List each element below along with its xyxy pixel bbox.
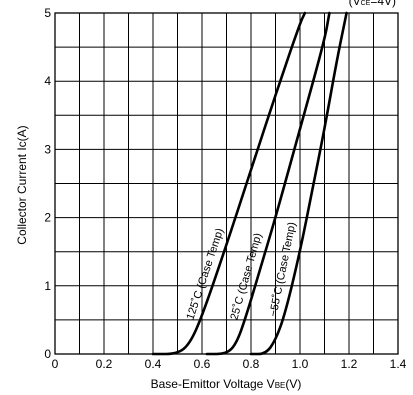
- y-tick-label: 0: [44, 347, 51, 361]
- series-line-2: [205, 11, 331, 356]
- y-tick-label: 2: [44, 211, 51, 225]
- test-condition-label: (VCE=4V): [349, 0, 396, 8]
- x-tick-label: 0.8: [243, 357, 260, 371]
- x-tick-label: 0.2: [96, 357, 113, 371]
- series-curves: [151, 11, 348, 356]
- y-tick-label: 5: [44, 6, 51, 20]
- x-tick-label: 0: [52, 357, 59, 371]
- x-tick-label: 0.6: [194, 357, 211, 371]
- y-tick-label: 4: [44, 74, 51, 88]
- y-tick-labels: 0 1 2 3 4 5: [44, 6, 51, 361]
- series-label-3: −55˚C (Case Temp): [267, 221, 298, 318]
- y-tick-label: 1: [44, 279, 51, 293]
- series-line-3: [249, 11, 348, 356]
- series-line-1: [151, 11, 307, 356]
- y-axis-title: Collector Current Ic(A): [15, 125, 29, 244]
- grid: [55, 13, 398, 354]
- x-tick-labels: 0 0.2 0.4 0.6 0.8 1.0 1.2 1.4: [52, 357, 407, 371]
- y-tick-label: 3: [44, 142, 51, 156]
- x-tick-label: 1.4: [390, 357, 407, 371]
- x-tick-label: 1.0: [292, 357, 309, 371]
- x-tick-label: 0.4: [145, 357, 162, 371]
- x-tick-label: 1.2: [341, 357, 358, 371]
- plot-frame: [54, 12, 399, 355]
- x-axis-title: Base-Emittor Voltage VBE(V): [151, 377, 302, 391]
